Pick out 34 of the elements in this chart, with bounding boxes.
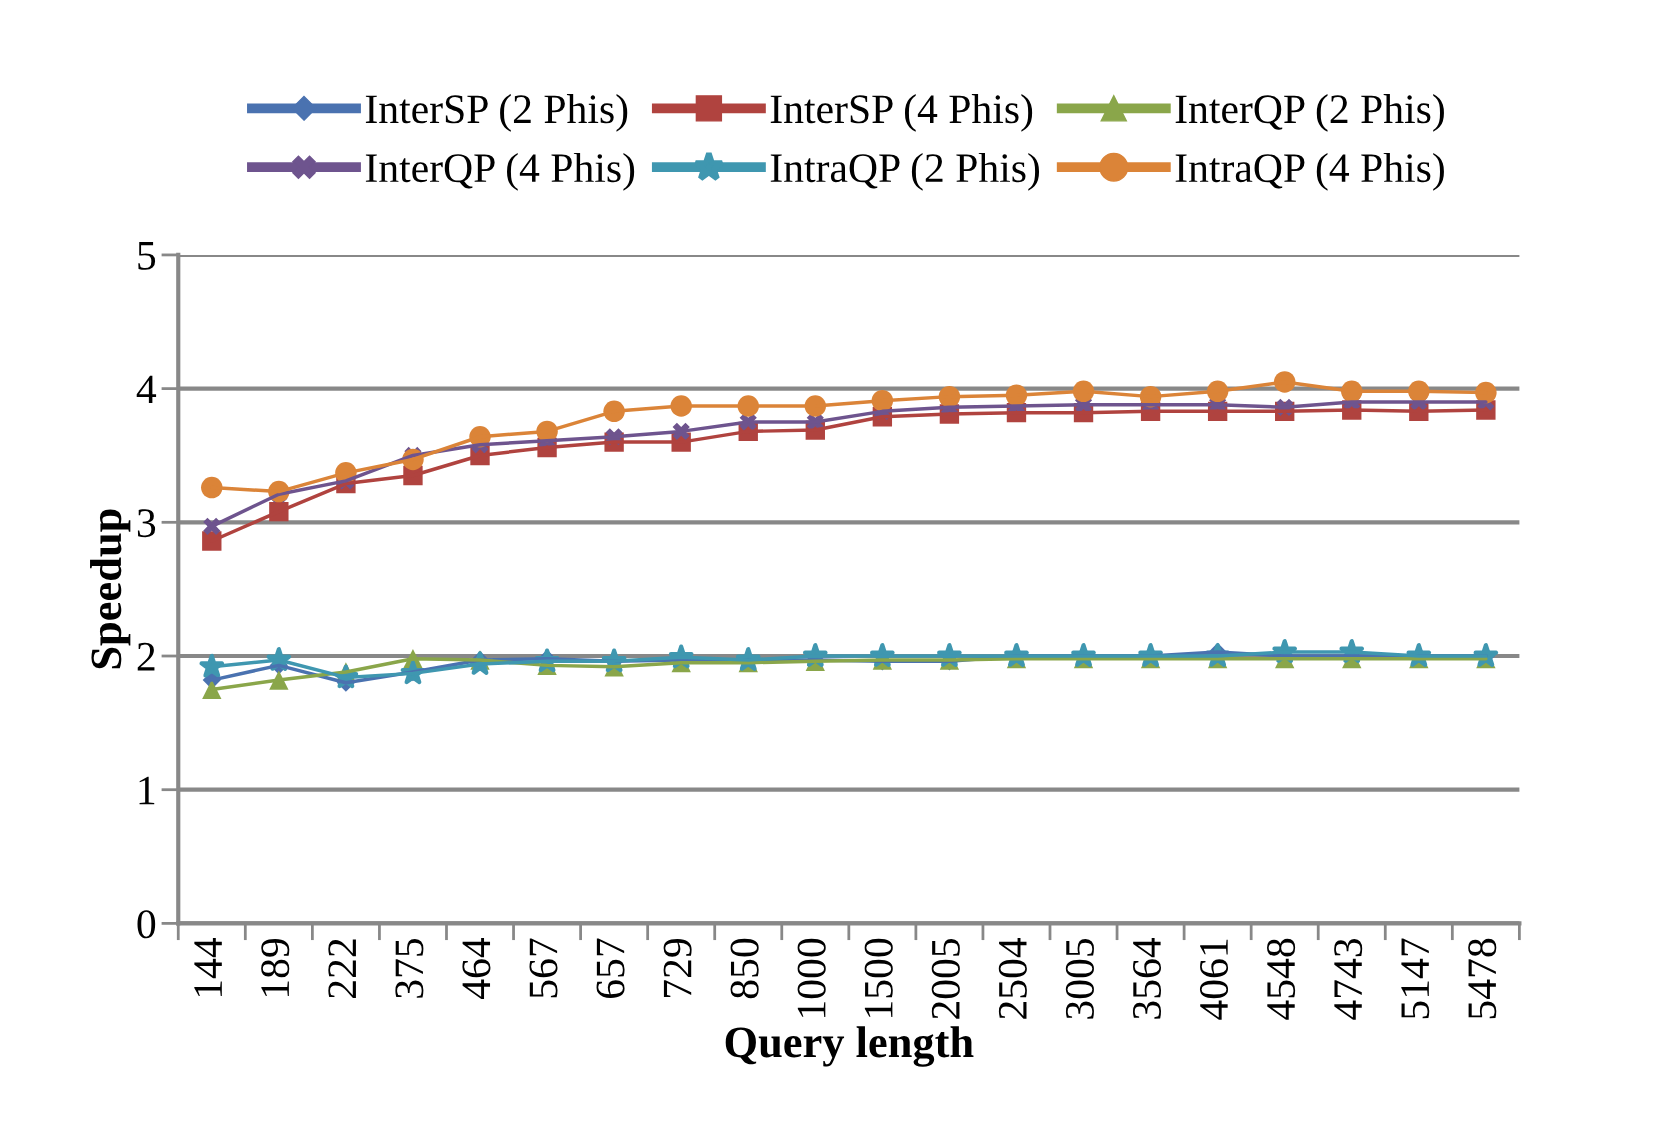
x-tick-label: 1000 xyxy=(797,938,826,1017)
x-tick-label: 5147 xyxy=(1401,938,1430,1019)
x-tick-label: 4548 xyxy=(1267,938,1296,1020)
x-tick-label: 375 xyxy=(395,938,424,998)
x-tick-label: 189 xyxy=(261,938,290,997)
x-tick-label: 850 xyxy=(730,938,759,999)
x-tick-label: 657 xyxy=(596,938,625,998)
x-tick-label: 2005 xyxy=(931,938,960,1019)
x-tick-label: 567 xyxy=(529,938,558,998)
y-tick-label: 2 xyxy=(137,642,155,671)
x-tick-label: 3005 xyxy=(1065,938,1094,1019)
x-tick-label: 2504 xyxy=(998,937,1027,1019)
x-tick-label: 222 xyxy=(328,939,356,998)
y-tick-label: 0 xyxy=(137,910,156,939)
legend-label: InterSP (2 Phis) xyxy=(365,94,628,132)
y-tick-label: 1 xyxy=(139,776,155,805)
x-tick-label: 1500 xyxy=(864,938,893,1017)
legend-label: InterQP (2 Phis) xyxy=(1175,94,1444,132)
x-tick-label: 5478 xyxy=(1468,938,1497,1019)
x-tick-label: 4061 xyxy=(1199,939,1229,1020)
y-tick-label: 5 xyxy=(138,242,156,270)
y-tick-label: 3 xyxy=(137,509,156,538)
x-tick-label: 729 xyxy=(663,938,692,998)
y-axis-title: Speedup xyxy=(90,509,131,669)
x-tick-label: 464 xyxy=(462,937,491,999)
legend-label: InterSP (4 Phis) xyxy=(770,94,1033,132)
x-tick-label: 4743 xyxy=(1334,938,1363,1020)
legend-label: InterQP (4 Phis) xyxy=(365,152,635,191)
legend-label: IntraQP (4 Phis) xyxy=(1175,152,1444,191)
legend-label: IntraQP (2 Phis) xyxy=(770,152,1040,191)
x-tick-label: 3564 xyxy=(1133,937,1162,1019)
y-tick-label: 4 xyxy=(136,375,157,404)
x-axis-title: Query length xyxy=(725,1026,974,1067)
x-tick-label: 144 xyxy=(194,937,222,997)
